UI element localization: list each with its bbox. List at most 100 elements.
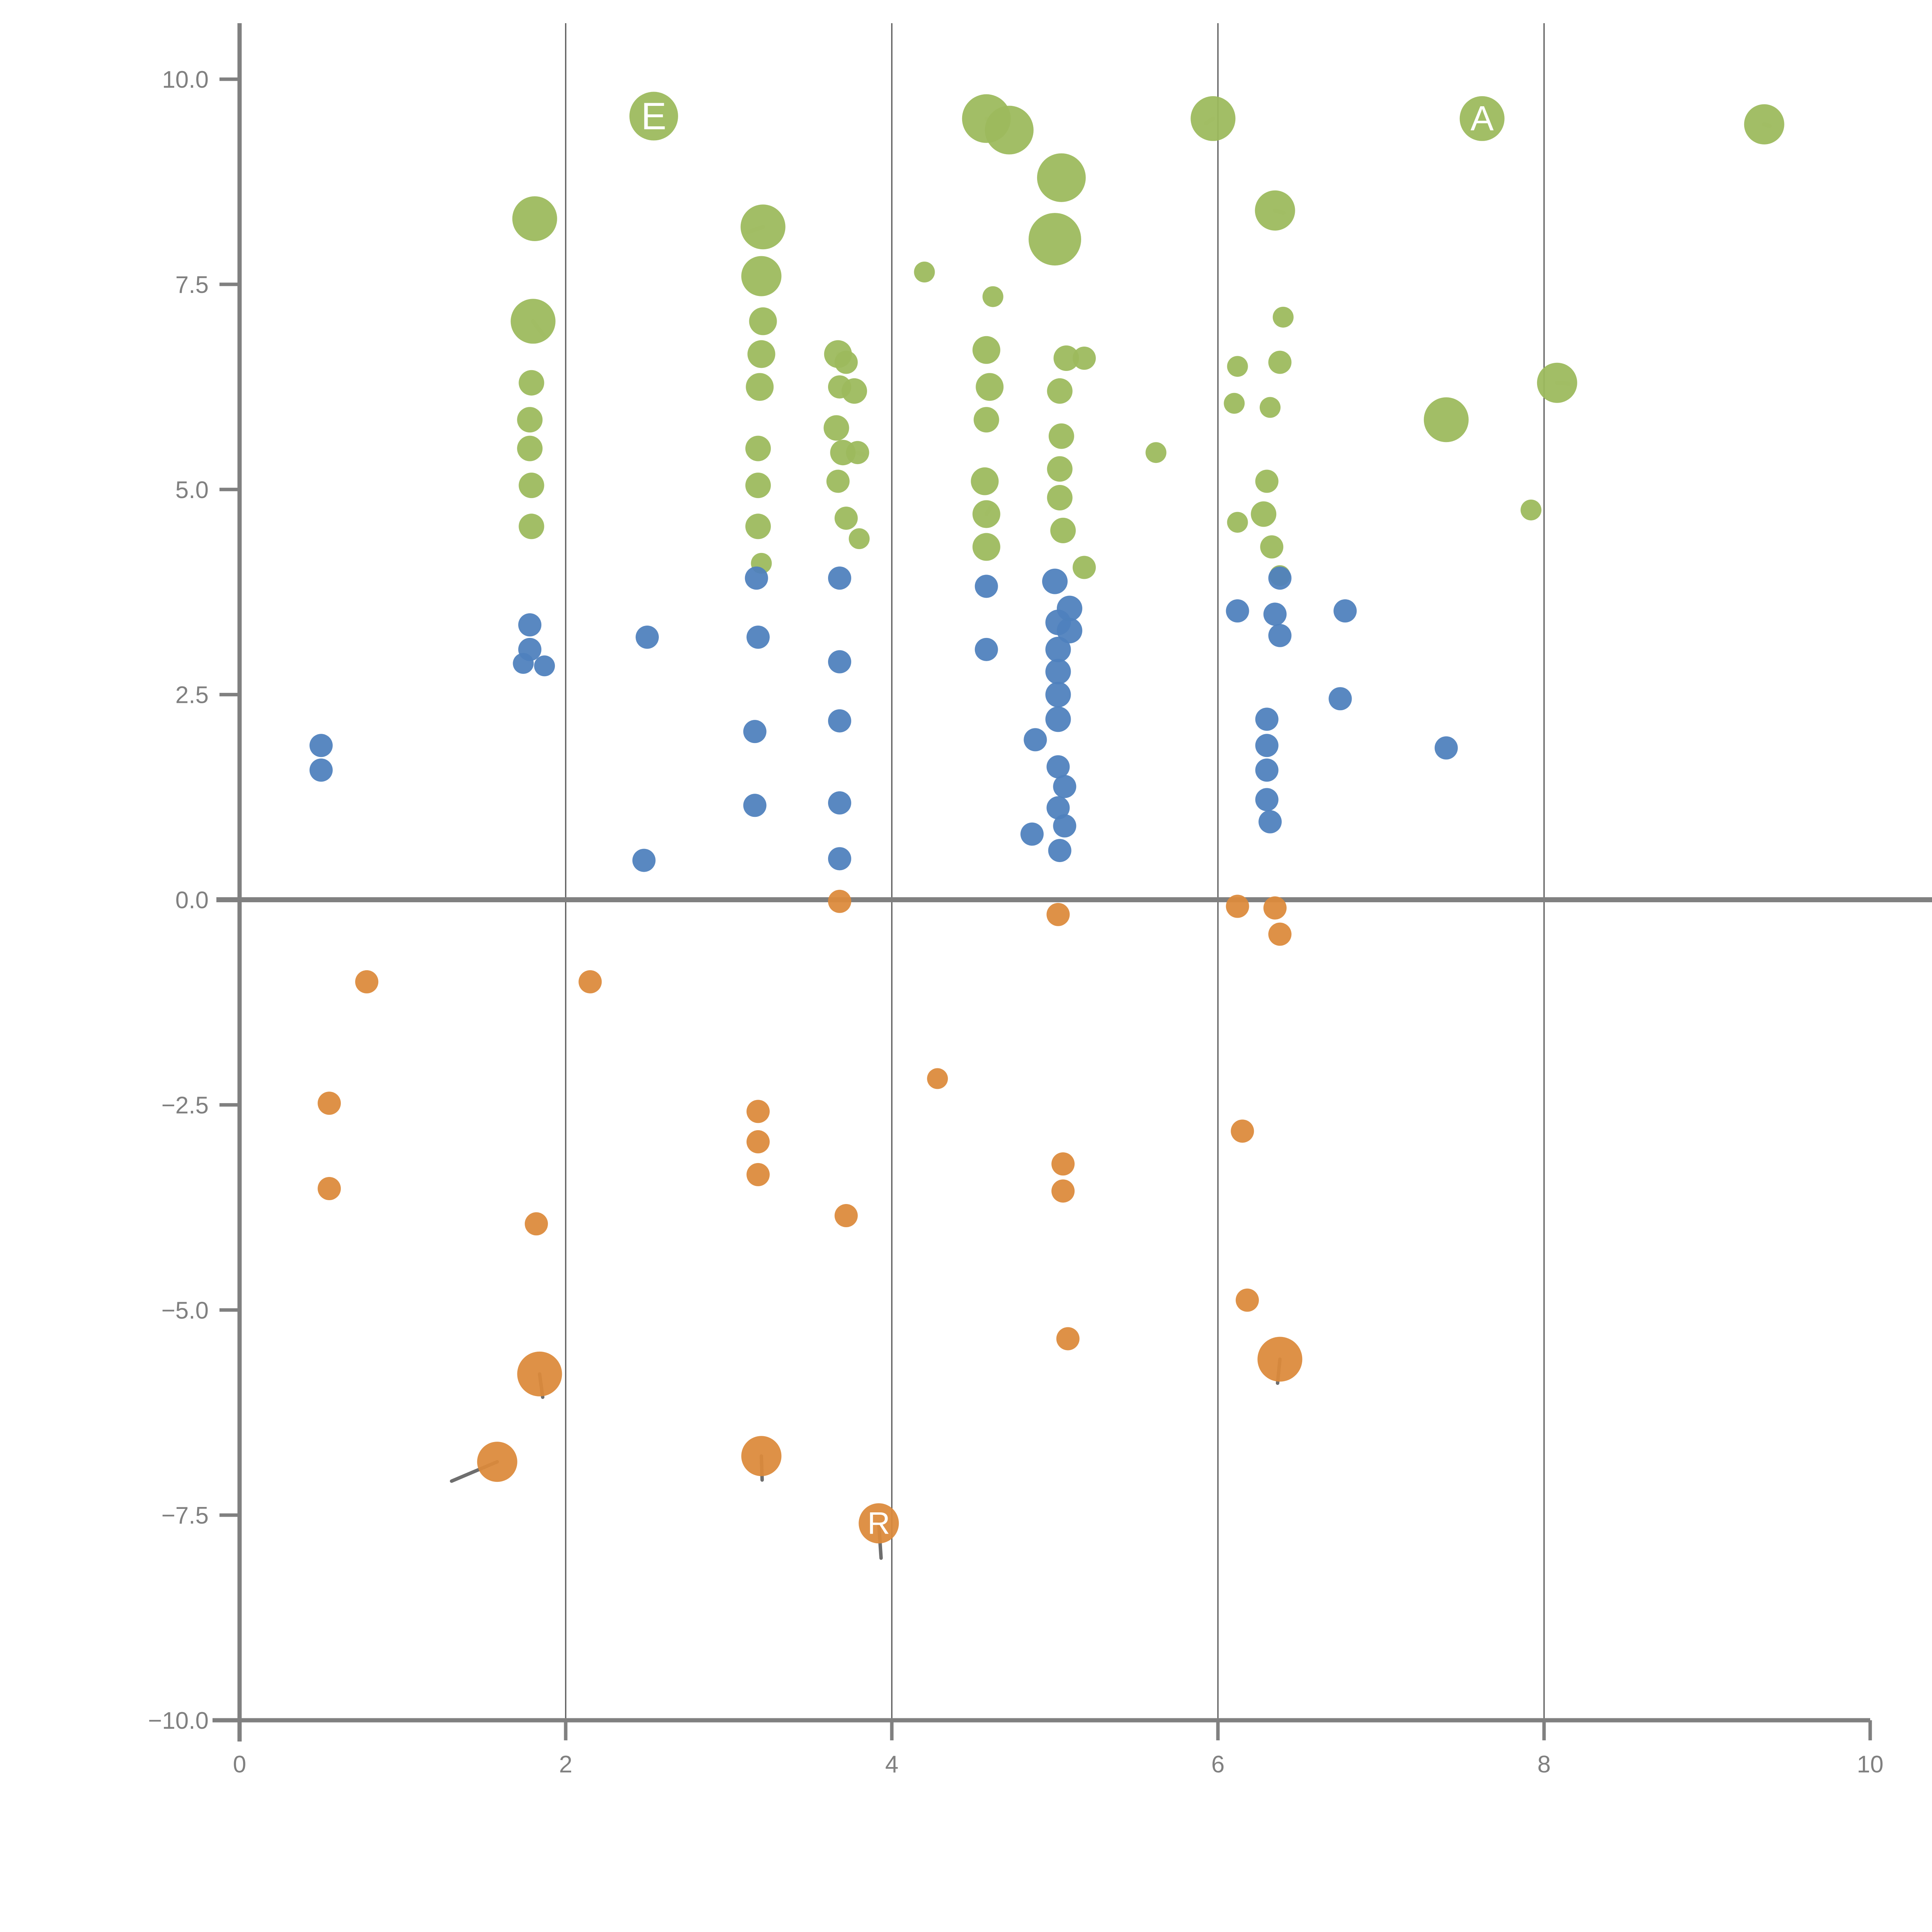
data-point-green[interactable] <box>1053 345 1079 371</box>
data-point-green[interactable] <box>985 105 1034 155</box>
data-point-blue[interactable] <box>310 734 333 757</box>
data-point-blue[interactable] <box>828 650 851 673</box>
data-point-green[interactable] <box>512 196 557 241</box>
data-point-orange[interactable] <box>355 970 379 993</box>
data-point-blue[interactable] <box>1045 636 1071 662</box>
data-point-green[interactable] <box>510 299 556 344</box>
data-point-green[interactable] <box>747 340 776 368</box>
data-point-green[interactable] <box>1260 397 1281 418</box>
data-point-green[interactable] <box>841 378 867 404</box>
data-point-orange[interactable] <box>927 1068 948 1089</box>
data-point-green[interactable] <box>519 473 544 498</box>
data-point-orange[interactable] <box>859 1503 899 1544</box>
data-point-orange[interactable] <box>517 1351 562 1396</box>
data-point-blue[interactable] <box>828 791 851 815</box>
data-point-blue[interactable] <box>1255 758 1279 782</box>
data-point-orange[interactable] <box>1235 1288 1259 1312</box>
data-point-blue[interactable] <box>632 849 656 872</box>
data-point-green[interactable] <box>823 415 849 441</box>
data-point-green[interactable] <box>741 256 782 296</box>
data-point-green[interactable] <box>745 435 771 461</box>
data-point-orange[interactable] <box>746 1163 770 1186</box>
data-point-green[interactable] <box>972 336 1000 364</box>
data-point-green[interactable] <box>1145 442 1167 463</box>
data-point-orange[interactable] <box>1257 1337 1303 1382</box>
data-point-blue[interactable] <box>1255 788 1279 811</box>
data-point-orange[interactable] <box>1046 903 1070 926</box>
data-point-green[interactable] <box>745 473 771 498</box>
data-point-green[interactable] <box>826 469 850 493</box>
data-point-blue[interactable] <box>534 655 555 677</box>
data-point-orange[interactable] <box>746 1130 770 1153</box>
data-point-green[interactable] <box>1190 96 1236 141</box>
data-point-green[interactable] <box>517 407 543 433</box>
data-point-green[interactable] <box>834 350 858 374</box>
data-point-blue[interactable] <box>1046 755 1070 779</box>
data-point-green[interactable] <box>834 507 858 530</box>
data-point-blue[interactable] <box>1434 736 1458 760</box>
data-point-green[interactable] <box>1029 213 1081 266</box>
data-point-green[interactable] <box>976 373 1004 401</box>
data-point-blue[interactable] <box>1268 566 1292 590</box>
data-point-orange[interactable] <box>746 1100 770 1123</box>
data-point-blue[interactable] <box>1020 822 1044 846</box>
data-point-blue[interactable] <box>1042 568 1068 594</box>
data-point-green[interactable] <box>1459 96 1505 141</box>
data-point-orange[interactable] <box>828 889 851 913</box>
data-point-orange[interactable] <box>318 1177 341 1200</box>
data-point-blue[interactable] <box>746 625 770 649</box>
data-point-blue[interactable] <box>975 638 998 661</box>
data-point-green[interactable] <box>1260 535 1284 559</box>
data-point-blue[interactable] <box>1053 814 1077 838</box>
data-point-blue[interactable] <box>743 720 767 743</box>
data-point-green[interactable] <box>740 204 786 250</box>
data-point-green[interactable] <box>1048 423 1074 449</box>
data-point-blue[interactable] <box>636 625 659 649</box>
data-point-green[interactable] <box>1224 393 1245 414</box>
data-point-orange[interactable] <box>1226 895 1249 918</box>
data-point-green[interactable] <box>1047 485 1073 510</box>
data-point-green[interactable] <box>749 307 777 335</box>
data-point-green[interactable] <box>1050 517 1076 543</box>
data-point-green[interactable] <box>1268 350 1292 374</box>
data-point-orange[interactable] <box>525 1212 548 1236</box>
data-point-blue[interactable] <box>1045 659 1071 685</box>
data-point-orange[interactable] <box>318 1092 341 1115</box>
data-point-green[interactable] <box>745 514 771 539</box>
data-point-green[interactable] <box>1423 397 1469 442</box>
data-point-green[interactable] <box>1272 306 1294 328</box>
data-point-green[interactable] <box>1037 153 1086 202</box>
data-point-blue[interactable] <box>1255 734 1279 757</box>
data-point-orange[interactable] <box>477 1442 517 1482</box>
data-point-orange[interactable] <box>1051 1179 1075 1203</box>
data-point-blue[interactable] <box>743 794 767 817</box>
data-point-green[interactable] <box>517 435 543 461</box>
data-point-blue[interactable] <box>1263 602 1287 626</box>
data-point-green[interactable] <box>972 533 1000 561</box>
data-point-green[interactable] <box>1047 456 1073 482</box>
data-point-blue[interactable] <box>1053 775 1077 798</box>
data-point-blue[interactable] <box>745 566 768 590</box>
data-point-orange[interactable] <box>1056 1327 1080 1350</box>
data-point-green[interactable] <box>1227 512 1248 533</box>
data-point-green[interactable] <box>971 467 999 495</box>
data-point-orange[interactable] <box>1051 1152 1075 1176</box>
data-point-green[interactable] <box>1072 556 1096 579</box>
data-point-blue[interactable] <box>1024 728 1047 752</box>
data-point-orange[interactable] <box>741 1436 782 1476</box>
data-point-blue[interactable] <box>1255 707 1279 731</box>
data-point-blue[interactable] <box>513 653 534 674</box>
data-point-green[interactable] <box>519 514 544 539</box>
data-point-green[interactable] <box>914 262 935 283</box>
data-point-orange[interactable] <box>1268 922 1292 946</box>
data-point-blue[interactable] <box>828 847 851 871</box>
data-point-blue[interactable] <box>828 709 851 733</box>
data-point-orange[interactable] <box>1231 1119 1254 1143</box>
data-point-green[interactable] <box>1251 501 1277 527</box>
data-point-blue[interactable] <box>828 566 851 590</box>
data-point-blue[interactable] <box>1328 687 1352 711</box>
data-point-green[interactable] <box>629 92 678 141</box>
data-point-blue[interactable] <box>310 758 333 782</box>
data-point-blue[interactable] <box>1046 796 1070 820</box>
data-point-blue[interactable] <box>518 613 542 637</box>
